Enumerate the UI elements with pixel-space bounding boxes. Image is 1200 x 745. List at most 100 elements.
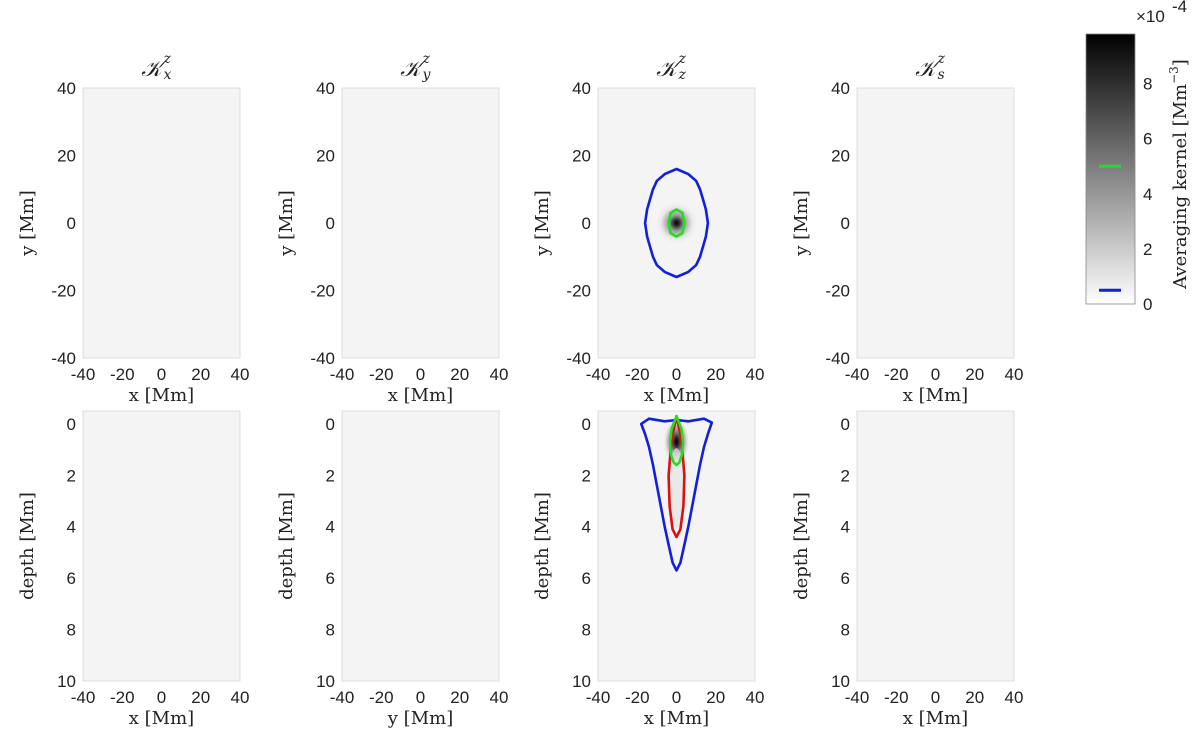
- heatmap-background: [342, 88, 499, 358]
- x-tick-label: 0: [931, 365, 940, 384]
- x-tick-label: 20: [450, 688, 469, 707]
- y-tick-label: 8: [67, 621, 76, 640]
- plot-area-frame: [82, 87, 241, 359]
- y-tick-label: -20: [310, 282, 335, 301]
- y-tick-label: 40: [316, 79, 335, 98]
- x-tick-label: -20: [369, 688, 394, 707]
- y-axis-label: depth [Mm]: [17, 492, 38, 600]
- x-axis-label: x [Mm]: [903, 385, 968, 406]
- x-tick-label: 40: [490, 688, 509, 707]
- heatmap-background: [857, 88, 1014, 358]
- panel-title-subscript: z: [678, 67, 687, 83]
- x-tick-label: 20: [191, 688, 210, 707]
- y-tick-label: 2: [67, 466, 76, 485]
- x-tick-label: 20: [965, 365, 984, 384]
- contour-line-0: [639, 417, 714, 572]
- y-axis-label: depth [Mm]: [276, 492, 297, 600]
- y-tick-label: 8: [582, 621, 591, 640]
- colorbar-frame: [1085, 33, 1136, 305]
- y-tick-label: -20: [51, 282, 76, 301]
- x-tick-label: 0: [672, 365, 681, 384]
- x-tick-label: -40: [330, 688, 355, 707]
- plot-area-frame: [597, 87, 756, 359]
- x-tick-label: 0: [931, 688, 940, 707]
- x-tick-label: 20: [965, 688, 984, 707]
- x-axis-label: x [Mm]: [388, 385, 453, 406]
- y-tick-label: -40: [51, 349, 76, 368]
- y-tick-label: 0: [326, 415, 335, 434]
- x-tick-label: 0: [672, 688, 681, 707]
- y-tick-label: 10: [316, 672, 335, 691]
- colorbar-multiplier-exponent: -4: [1172, 0, 1187, 16]
- x-tick-label: -20: [884, 688, 909, 707]
- y-tick-label: 8: [841, 621, 850, 640]
- y-axis-label: y [Mm]: [791, 190, 812, 256]
- plot-area-frame: [856, 410, 1015, 682]
- panel-bottom-3: -40 -20 0 20 40 0 2 4 6 8 10 x [Mm] depth [Mm]: [532, 410, 765, 729]
- colorbar-label-exponent: −3: [1167, 66, 1181, 84]
- contour-line-1: [667, 208, 686, 238]
- colorbar-label-close: ]: [1170, 59, 1191, 66]
- x-tick-label: -20: [369, 365, 394, 384]
- plot-area-frame: [597, 410, 756, 682]
- x-tick-label: 40: [231, 688, 250, 707]
- y-tick-label: 0: [841, 415, 850, 434]
- x-tick-label: 0: [416, 365, 425, 384]
- y-tick-label: 2: [326, 466, 335, 485]
- x-tick-label: -20: [110, 365, 135, 384]
- y-tick-label: 10: [831, 672, 850, 691]
- x-tick-label: -40: [586, 688, 611, 707]
- panel-title-subscript: y: [422, 67, 432, 83]
- y-tick-label: -40: [310, 349, 335, 368]
- x-tick-label: 20: [450, 365, 469, 384]
- colorbar-tick-label: 2: [1143, 240, 1152, 259]
- x-axis-label: x [Mm]: [903, 708, 968, 729]
- heatmap-peak: [654, 201, 699, 245]
- y-tick-label: 40: [831, 79, 850, 98]
- contour-line-2: [668, 414, 685, 467]
- y-axis-label: depth [Mm]: [791, 492, 812, 600]
- y-tick-label: 2: [841, 466, 850, 485]
- colorbar-gradient: [1086, 34, 1135, 304]
- x-tick-label: -20: [625, 688, 650, 707]
- panel-title-subscript: x: [164, 67, 172, 83]
- y-tick-label: 0: [582, 415, 591, 434]
- x-tick-label: 40: [746, 688, 765, 707]
- panel-bottom-4: -40 -20 0 20 40 0 2 4 6 8 10 x [Mm] depth [Mm]: [791, 410, 1023, 729]
- x-tick-label: 40: [490, 365, 509, 384]
- y-tick-label: 0: [582, 214, 591, 233]
- y-tick-label: 20: [572, 147, 591, 166]
- panel-title-superscript: z: [937, 51, 946, 67]
- x-tick-label: 20: [706, 365, 725, 384]
- y-tick-label: -40: [825, 349, 850, 368]
- colorbar-multiplier: ×10: [1136, 7, 1165, 26]
- y-tick-label: -20: [566, 282, 591, 301]
- y-axis-label: y [Mm]: [17, 190, 38, 256]
- y-tick-label: 4: [582, 518, 591, 537]
- x-tick-label: -40: [330, 365, 355, 384]
- panel-title-subscript: s: [938, 67, 945, 83]
- colorbar-tick-label: 8: [1143, 75, 1152, 94]
- heatmap-background: [83, 88, 240, 358]
- y-tick-label: 20: [316, 147, 335, 166]
- panel-title-superscript: z: [422, 51, 431, 67]
- y-tick-label: 6: [582, 569, 591, 588]
- plot-area-frame: [341, 87, 500, 359]
- x-axis-label: x [Mm]: [644, 385, 709, 406]
- x-tick-label: 20: [706, 688, 725, 707]
- x-tick-label: 20: [191, 365, 210, 384]
- y-axis-label: y [Mm]: [276, 190, 297, 256]
- y-tick-label: 20: [831, 147, 850, 166]
- x-tick-label: -40: [586, 365, 611, 384]
- y-tick-label: 4: [326, 518, 335, 537]
- colorbar-tick-label: 6: [1143, 130, 1152, 149]
- x-tick-label: 0: [416, 688, 425, 707]
- plot-area-frame: [341, 410, 500, 682]
- x-tick-label: -40: [71, 365, 96, 384]
- colorbar-label: Averaging kernel [Mm−3]: [1167, 59, 1191, 290]
